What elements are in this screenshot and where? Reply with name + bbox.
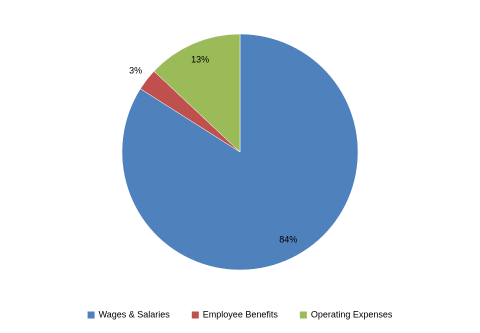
legend-swatch: [299, 311, 307, 319]
data-label: 13%: [191, 54, 209, 64]
legend-swatch: [87, 311, 95, 319]
legend-swatch: [191, 311, 199, 319]
legend-label: Employee Benefits: [203, 309, 279, 319]
data-label: 84%: [279, 234, 297, 244]
legend-label: Wages & Salaries: [99, 309, 171, 319]
pie-slice: [153, 33, 241, 153]
legend-label: Operating Expenses: [311, 309, 393, 319]
data-label: 3%: [129, 65, 142, 75]
